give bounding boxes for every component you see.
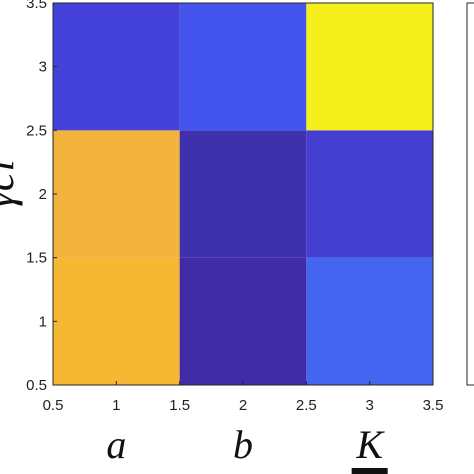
category-label-K: K — [355, 422, 385, 467]
x-tick-label: 1 — [112, 397, 120, 414]
x-tick-label: 2 — [239, 397, 247, 414]
heatmap-cell-K-1 — [306, 257, 433, 385]
x-tick-label: 2.5 — [296, 397, 317, 414]
y-axis-label: γci — [0, 159, 23, 208]
axis-ticks: 0.5 1 1.5 2 2.5 3 3.5 0.5 1 1.5 2 2.5 3 3.5 — [26, 0, 443, 414]
y-tick-label: 3 — [39, 59, 47, 76]
x-tick-label: 3 — [365, 397, 373, 414]
x-tick-label: 3.5 — [423, 397, 444, 414]
heatmap-cell-a-1 — [53, 257, 180, 385]
heatmap-cell-a-3 — [53, 3, 180, 131]
heatmap-cell-b-1 — [179, 257, 307, 385]
heatmap-cell-K-2 — [306, 130, 433, 258]
y-tick-label: 1.5 — [26, 250, 47, 267]
heatmap-cells — [53, 3, 433, 385]
heatmap-cell-b-3 — [179, 3, 307, 131]
category-underline — [351, 468, 388, 474]
x-tick-label: 0.5 — [43, 397, 64, 414]
heatmap-cell-K-3 — [306, 3, 433, 131]
y-tick-label: 1 — [39, 313, 47, 330]
heatmap-cell-b-2 — [179, 130, 307, 258]
category-label-a: a — [106, 422, 126, 467]
y-tick-label: 2.5 — [26, 122, 47, 139]
y-tick-label: 3.5 — [26, 0, 47, 12]
category-label-b: b — [233, 422, 253, 467]
heatmap-cell-a-2 — [53, 130, 180, 258]
x-tick-label: 1.5 — [169, 397, 190, 414]
y-tick-label: 0.5 — [26, 377, 47, 394]
colorbar — [466, 2, 474, 386]
y-tick-label: 2 — [39, 186, 47, 203]
